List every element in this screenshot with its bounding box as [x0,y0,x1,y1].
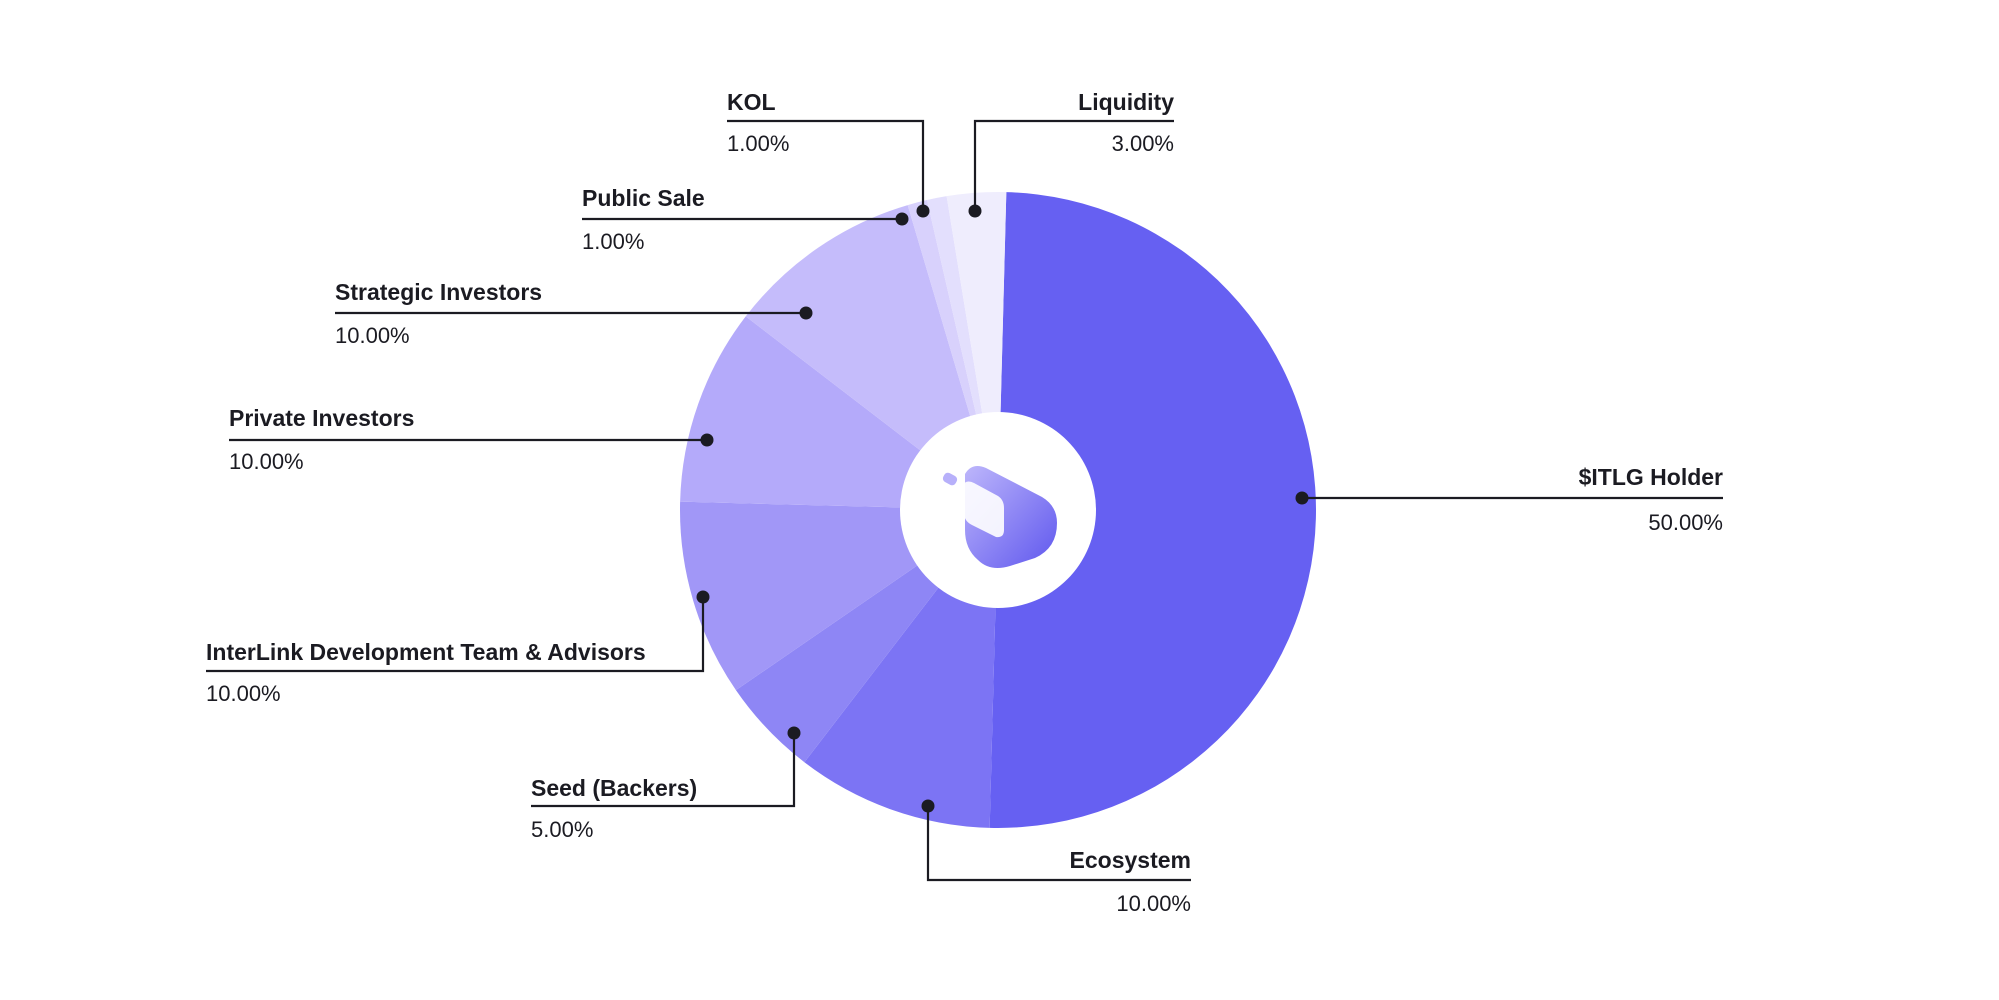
slice-name-ecosystem: Ecosystem [1070,847,1191,873]
label-group-strategic-investors: Strategic Investors 10.00% [335,279,813,348]
leader-dot-public-sale [895,212,909,226]
leader-line-liquidity [973,119,1174,211]
leader-dot-ecosystem [921,799,935,813]
leader-line-ecosystem [926,806,1191,882]
label-group-ecosystem: Ecosystem 10.00% [921,799,1191,916]
leader-line-interlink-development-team-advisors [206,597,705,673]
slice-itlg-holder [989,192,1316,828]
leader-dot-private-investors [700,433,714,447]
slice-percent-public-sale: 1.00% [582,229,644,254]
slice-name-seed-backers: Seed (Backers) [531,775,697,801]
leader-line-kol [727,119,925,211]
slice-percent-ecosystem: 10.00% [1116,891,1191,916]
slice-percent-interlink-development-team-advisors: 10.00% [206,681,281,706]
label-group-itlg-holder: $ITLG Holder 50.00% [1295,464,1723,535]
slice-percent-kol: 1.00% [727,131,789,156]
leader-dot-liquidity [968,204,982,218]
slice-percent-liquidity: 3.00% [1112,131,1174,156]
leader-line-seed-backers [531,733,796,808]
slice-strategic-investors [745,205,998,510]
label-group-kol: KOL 1.00% [727,89,930,218]
label-group-seed-backers: Seed (Backers) 5.00% [531,726,801,842]
label-group-public-sale: Public Sale 1.00% [582,185,909,254]
slice-name-itlg-holder: $ITLG Holder [1579,464,1723,490]
slice-percent-private-investors: 10.00% [229,449,304,474]
slice-name-public-sale: Public Sale [582,185,705,211]
labels: $ITLG Holder 50.00% Ecosystem 10.00% Seed (B… [206,89,1723,916]
label-group-liquidity: Liquidity 3.00% [968,89,1174,218]
leader-dot-itlg-holder [1295,491,1309,505]
leader-dot-seed-backers [787,726,801,740]
slice-percent-strategic-investors: 10.00% [335,323,410,348]
slice-percent-seed-backers: 5.00% [531,817,593,842]
slice-name-private-investors: Private Investors [229,405,414,431]
leader-dot-interlink-development-team-advisors [696,590,710,604]
slice-name-strategic-investors: Strategic Investors [335,279,542,305]
slice-percent-itlg-holder: 50.00% [1648,510,1723,535]
label-group-interlink-development-team-advisors: InterLink Development Team & Advisors 10.… [206,590,710,706]
interlink-logo-icon [942,466,1057,568]
slice-name-interlink-development-team-advisors: InterLink Development Team & Advisors [206,639,646,665]
leader-dot-strategic-investors [799,306,813,320]
slice-name-kol: KOL [727,89,776,115]
leader-dot-kol [916,204,930,218]
label-group-private-investors: Private Investors 10.00% [229,405,714,474]
center-hole [900,412,1096,608]
slice-name-liquidity: Liquidity [1078,89,1174,115]
